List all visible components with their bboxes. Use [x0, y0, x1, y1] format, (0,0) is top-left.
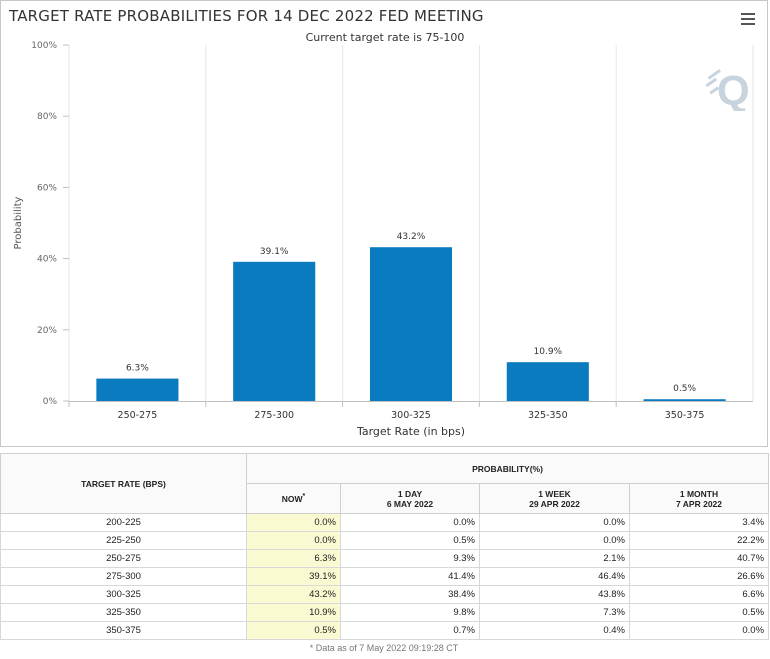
- data-timestamp-footnote: * Data as of 7 May 2022 09:19:28 CT: [309, 643, 459, 653]
- table-row: 325-350 10.9% 9.8% 7.3% 0.5%: [0, 603, 770, 622]
- one-week-cell: 2.1%: [479, 549, 630, 568]
- table-row: 350-375 0.5% 0.7% 0.4% 0.0%: [0, 621, 770, 640]
- data-label: 39.1%: [260, 247, 289, 257]
- rate-cell: 225-250: [0, 531, 247, 550]
- rate-cell: 350-375: [0, 621, 247, 640]
- one-day-cell: 9.3%: [340, 549, 480, 568]
- x-tick-label: 250-275: [118, 410, 158, 421]
- one-day-cell: 9.8%: [340, 603, 480, 622]
- data-label: 0.5%: [673, 384, 696, 394]
- one-week-cell: 46.4%: [479, 567, 630, 586]
- one-week-cell: 0.0%: [479, 513, 630, 532]
- header-probability: PROBABILITY(%): [245, 453, 770, 484]
- y-tick-label: 100%: [31, 41, 57, 51]
- now-cell: 6.3%: [246, 549, 341, 568]
- x-tick-label: 350-375: [665, 410, 705, 421]
- y-tick-label: 60%: [37, 183, 57, 193]
- x-tick-label: 275-300: [254, 410, 294, 421]
- header-1-day: 1 DAY 6 MAY 2022: [340, 483, 480, 514]
- data-label: 10.9%: [534, 347, 563, 357]
- one-week-cell: 7.3%: [479, 603, 630, 622]
- one-day-cell: 0.7%: [340, 621, 480, 640]
- one-month-cell: 0.0%: [628, 621, 770, 640]
- now-cell: 43.2%: [246, 585, 341, 604]
- one-month-cell: 22.2%: [628, 531, 770, 550]
- one-day-cell: 41.4%: [340, 567, 480, 586]
- one-week-cell: 0.0%: [479, 531, 630, 550]
- table-row: 200-225 0.0% 0.0% 0.0% 3.4%: [0, 513, 770, 532]
- bar-275-300: [233, 261, 316, 401]
- one-month-cell: 3.4%: [628, 513, 770, 532]
- hamburger-menu-icon[interactable]: [741, 13, 755, 25]
- data-label: 43.2%: [397, 232, 426, 242]
- chart-subtitle: Current target rate is 75-100: [305, 31, 465, 44]
- table-row: 300-325 43.2% 38.4% 43.8% 6.6%: [0, 585, 770, 604]
- one-day-cell: 38.4%: [340, 585, 480, 604]
- header-target-rate: TARGET RATE (BPS): [0, 453, 247, 514]
- chart-title: TARGET RATE PROBABILITIES FOR 14 DEC 202…: [9, 7, 484, 25]
- y-axis-title: Probability: [13, 196, 24, 249]
- one-month-cell: 40.7%: [628, 549, 770, 568]
- header-1-week: 1 WEEK 29 APR 2022: [479, 483, 630, 514]
- bar-250-275: [96, 378, 179, 401]
- one-month-cell: 26.6%: [628, 567, 770, 586]
- header-now: NOW*: [246, 483, 341, 514]
- rate-cell: 325-350: [0, 603, 247, 622]
- header-1-month: 1 MONTH 7 APR 2022: [628, 483, 770, 514]
- chart-panel: 0% 20% 40% 60% 80% 100% 6.3% 250-275 39.1% 275-30…: [0, 0, 768, 447]
- x-axis-title: Target Rate (in bps): [356, 425, 465, 438]
- now-cell: 0.0%: [246, 513, 341, 532]
- one-day-cell: 0.0%: [340, 513, 480, 532]
- one-week-cell: 43.8%: [479, 585, 630, 604]
- bar-325-350: [506, 362, 589, 401]
- data-label: 6.3%: [126, 364, 149, 374]
- one-day-cell: 0.5%: [340, 531, 480, 550]
- rate-cell: 200-225: [0, 513, 247, 532]
- y-tick-label: 20%: [37, 326, 57, 336]
- now-cell: 39.1%: [246, 567, 341, 586]
- rate-cell: 300-325: [0, 585, 247, 604]
- y-tick-label: 80%: [37, 112, 57, 122]
- bar-350-375: [643, 399, 726, 401]
- table-row: 225-250 0.0% 0.5% 0.0% 22.2%: [0, 531, 770, 550]
- cme-logo-icon: Q: [705, 67, 750, 111]
- x-tick-label: 300-325: [391, 410, 431, 421]
- x-tick-label: 325-350: [528, 410, 568, 421]
- now-cell: 10.9%: [246, 603, 341, 622]
- one-month-cell: 6.6%: [628, 585, 770, 604]
- y-tick-label: 40%: [37, 255, 57, 265]
- now-cell: 0.0%: [246, 531, 341, 550]
- one-week-cell: 0.4%: [479, 621, 630, 640]
- one-month-cell: 0.5%: [628, 603, 770, 622]
- bar-300-325: [369, 247, 453, 401]
- table-row: 275-300 39.1% 41.4% 46.4% 26.6%: [0, 567, 770, 586]
- table-row: 250-275 6.3% 9.3% 2.1% 40.7%: [0, 549, 770, 568]
- logo-letter: Q: [717, 67, 750, 111]
- y-tick-label: 0%: [43, 397, 58, 407]
- probability-table: TARGET RATE (BPS) PROBABILITY(%) NOW* 1 …: [0, 453, 770, 640]
- bar-chart: 0% 20% 40% 60% 80% 100% 6.3% 250-275 39.1% 275-30…: [13, 41, 754, 438]
- now-cell: 0.5%: [246, 621, 341, 640]
- rate-cell: 250-275: [0, 549, 247, 568]
- rate-cell: 275-300: [0, 567, 247, 586]
